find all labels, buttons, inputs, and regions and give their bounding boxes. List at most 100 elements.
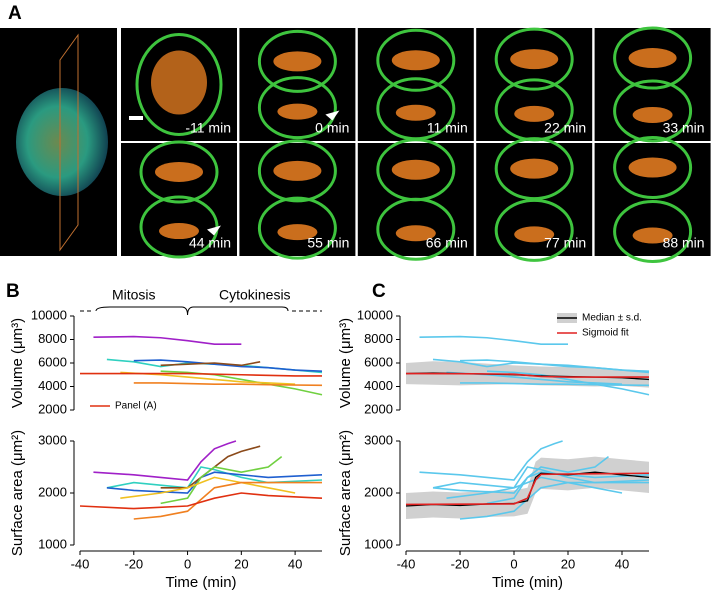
x-tick-label: 0 (184, 556, 191, 571)
cell-membrane (257, 76, 337, 140)
data-line (93, 440, 237, 481)
data-line (486, 455, 609, 505)
data-line (419, 335, 568, 345)
cell-membrane (376, 28, 456, 92)
data-line (106, 471, 323, 494)
time-label: 77 min (544, 235, 586, 251)
data-line (133, 481, 322, 520)
data-line (459, 359, 650, 373)
cell-membrane (376, 197, 456, 261)
y-axis-label: Volume (μm³) (9, 318, 26, 408)
chromosomes (277, 103, 318, 120)
chromosomes (514, 105, 555, 122)
cell-membrane (139, 140, 219, 204)
chromosomes (628, 157, 677, 178)
cell-membrane (494, 198, 574, 262)
sd-band (406, 456, 649, 519)
data-line (459, 481, 649, 520)
arrowhead (325, 110, 340, 121)
legend-label: Panel (A) (115, 401, 157, 412)
data-line (80, 372, 322, 377)
time-label: -11 min (185, 120, 231, 136)
data-line (133, 359, 323, 373)
data-line (419, 440, 563, 481)
data-line (160, 455, 283, 505)
data-line (106, 358, 323, 374)
chromosomes (632, 227, 673, 244)
chromosomes (510, 49, 559, 70)
x-tick-label: -40 (71, 556, 90, 571)
chromosomes (395, 104, 436, 121)
data-line (432, 471, 650, 494)
chromosomes (273, 51, 322, 72)
panel-label: A (8, 3, 22, 24)
chromosomes (514, 226, 555, 243)
x-axis-label: Time (min) (165, 574, 236, 591)
time-label: 55 min (307, 235, 349, 251)
x-tick-label: -40 (397, 556, 416, 571)
phase-label: Mitosis (112, 287, 156, 303)
cell-membrane (494, 27, 574, 91)
y-axis-label: Volume (μm³) (337, 318, 354, 408)
arrowhead (207, 225, 221, 236)
x-tick-label: 20 (561, 556, 575, 571)
data-line (133, 382, 323, 387)
chromosomes (391, 159, 440, 180)
cell-membrane (613, 136, 693, 199)
x-axis-label: Time (min) (492, 574, 563, 591)
cell-membrane (257, 196, 337, 260)
time-label: 88 min (663, 235, 705, 251)
cell-membrane (613, 26, 693, 90)
chromosomes (151, 50, 207, 115)
y-tick-label: 2000 (364, 484, 393, 499)
scale-bar (129, 116, 143, 120)
x-tick-label: 40 (615, 556, 629, 571)
y-tick-label: 10000 (31, 307, 67, 322)
data-line (160, 361, 261, 367)
y-tick-label: 8000 (364, 331, 393, 346)
phase-label: Cytokinesis (219, 287, 291, 303)
legend-label: Sigmoid fit (582, 328, 629, 339)
chromosomes (628, 48, 677, 69)
chromosomes (395, 225, 436, 242)
data-line (446, 476, 623, 499)
data-line (405, 472, 650, 506)
time-label: 44 min (189, 235, 231, 251)
chromosomes (277, 224, 318, 241)
time-label: 0 min (315, 120, 349, 136)
time-label: 33 min (663, 120, 705, 136)
chromosomes (273, 160, 322, 181)
time-label: 66 min (426, 235, 468, 251)
chromosomes (510, 158, 559, 179)
data-line (93, 335, 242, 345)
data-line (160, 370, 323, 396)
y-tick-label: 4000 (364, 378, 393, 393)
time-label: 11 min (427, 120, 468, 136)
phase-bracket (95, 306, 289, 316)
chromosomes (391, 50, 440, 71)
panel-a (0, 28, 117, 256)
data-line (432, 466, 650, 489)
data-line (106, 466, 323, 489)
y-tick-label: 6000 (38, 354, 67, 369)
data-line (460, 382, 650, 387)
y-axis-label: Surface area (μm²) (9, 430, 26, 556)
x-tick-label: 40 (288, 556, 302, 571)
y-tick-label: 2000 (38, 484, 67, 499)
y-tick-label: 1000 (38, 536, 67, 551)
y-tick-label: 3000 (364, 432, 393, 447)
y-tick-label: 4000 (38, 378, 67, 393)
cell-render (16, 88, 108, 196)
section-plane (59, 33, 79, 252)
y-tick-label: 2000 (38, 401, 67, 416)
x-tick-label: -20 (124, 556, 143, 571)
data-line (405, 372, 649, 378)
time-label: 22 min (544, 120, 586, 136)
data-line (120, 371, 296, 385)
data-line (120, 476, 296, 499)
y-tick-label: 3000 (38, 432, 67, 447)
frame (476, 28, 593, 141)
panel-label: B (6, 281, 20, 302)
cell-membrane (613, 200, 693, 263)
